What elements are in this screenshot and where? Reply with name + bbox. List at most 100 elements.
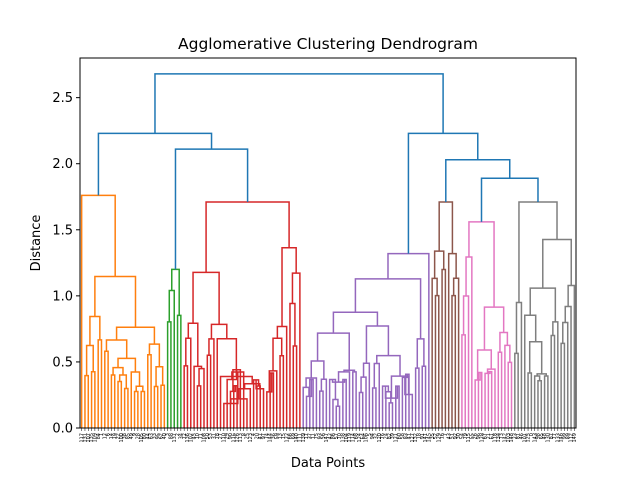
- leaf-label: 129: [436, 433, 442, 443]
- leaf-label: 73: [499, 433, 505, 439]
- dendrogram-link: [185, 337, 192, 428]
- leaf-label: 119: [347, 433, 353, 443]
- leaf-label: 122: [284, 433, 290, 443]
- dendrogram-link: [302, 386, 310, 428]
- leaf-label: 85: [126, 433, 132, 439]
- dendrogram-link: [543, 375, 549, 428]
- dendrogram-link: [219, 375, 253, 428]
- leaf-label: 33: [152, 433, 158, 439]
- leaf-label: 12: [102, 433, 108, 439]
- leaf-label: 57: [334, 433, 340, 439]
- leaf-label: 9: [132, 433, 138, 436]
- leaf-label: 61: [489, 433, 495, 439]
- leaf-label: 40: [162, 433, 168, 439]
- dendrogram-link: [154, 73, 444, 134]
- leaf-label: 76: [380, 433, 386, 439]
- leaf-label: 128: [479, 433, 485, 443]
- leaf-label: 28: [135, 433, 141, 439]
- leaf-label: 15: [281, 433, 287, 439]
- leaf-label: 121: [393, 433, 399, 443]
- leaf-label: 18: [417, 433, 423, 439]
- leaf-label: 81: [516, 433, 522, 439]
- leaf-label: 103: [506, 433, 512, 443]
- dendrogram-link: [337, 371, 351, 428]
- leaf-label: 32: [374, 433, 380, 439]
- leaf-label: 147: [324, 433, 330, 443]
- leaf-label: 7: [443, 433, 449, 436]
- leaf-label: 38: [122, 433, 128, 439]
- chart-title: Agglomerative Clustering Dendrogram: [178, 35, 478, 53]
- leaf-label: 126: [235, 433, 241, 443]
- leaf-label: 146: [559, 433, 565, 443]
- leaf-label: 79: [463, 433, 469, 439]
- x-axis-label: Data Points: [291, 456, 365, 471]
- leaf-label: 24: [383, 433, 389, 439]
- leaf-label: 86: [331, 433, 337, 439]
- dendrogram-link: [550, 334, 556, 428]
- dendrogram-link: [474, 372, 481, 428]
- leaf-label: 117: [79, 433, 85, 443]
- leaf-label: 58: [400, 433, 406, 439]
- leaf-label: 62: [159, 433, 165, 439]
- leaf-label: 36: [271, 433, 277, 439]
- leaf-label: 141: [423, 433, 429, 443]
- dendrogram-link: [160, 384, 166, 428]
- leaf-label: 26: [473, 433, 479, 439]
- dendrogram-link: [465, 256, 473, 428]
- leaf-label: 131: [83, 433, 89, 443]
- leaf-label: 16: [440, 433, 446, 439]
- dendrogram-link: [117, 380, 123, 428]
- leaf-label: 111: [297, 433, 303, 443]
- leaf-label: 10: [195, 433, 201, 439]
- leaf-label: 53: [208, 433, 214, 439]
- leaf-label: 21: [486, 433, 492, 439]
- leaf-label: 8: [241, 433, 247, 436]
- leaf-label: 101: [522, 433, 528, 443]
- dendrogram-link: [533, 375, 541, 428]
- leaf-label: 118: [493, 433, 499, 443]
- y-tick-label: 2.0: [52, 157, 73, 172]
- leaf-label: 41: [407, 433, 413, 439]
- leaf-label: 77: [552, 433, 558, 439]
- plot-frame: [79, 57, 577, 429]
- leaf-links: [80, 194, 576, 428]
- leaf-label: 54: [460, 433, 466, 439]
- dendrogram-link: [484, 371, 491, 428]
- leaf-label: 142: [503, 433, 509, 443]
- leaf-label: 143: [532, 433, 538, 443]
- leaf-label: 115: [466, 433, 472, 443]
- leaf-label: 1: [99, 433, 105, 436]
- dendrogram-link: [451, 294, 457, 428]
- leaf-label: 110: [221, 433, 227, 443]
- leaf-label: 6: [106, 433, 112, 436]
- leaf-label: 4: [251, 433, 257, 436]
- leaf-label: 90: [228, 433, 234, 439]
- leaf-label: 27: [218, 433, 224, 439]
- leaf-label: 44: [145, 433, 151, 439]
- leaf-label: 66: [288, 433, 294, 439]
- dendrogram-link: [537, 380, 543, 428]
- leaf-label: 136: [185, 433, 191, 443]
- leaf-label: 123: [248, 433, 254, 443]
- dendrogram-link: [528, 341, 543, 374]
- leaf-label: 137: [172, 433, 178, 443]
- leaf-label: 14: [109, 433, 115, 439]
- leaf-label: 78: [215, 433, 221, 439]
- leaf-label: 72: [182, 433, 188, 439]
- leaf-label: 96: [476, 433, 482, 439]
- leaf-label: 112: [569, 433, 575, 443]
- y-tick-label: 0.0: [52, 422, 73, 437]
- leaf-label: 55: [469, 433, 475, 439]
- leaf-label: 71: [198, 433, 204, 439]
- leaf-label: 108: [202, 433, 208, 443]
- dendrogram-link: [238, 388, 252, 428]
- leaf-label: 89: [565, 433, 571, 439]
- dendrogram-link: [223, 371, 239, 428]
- leaf-label: 125: [526, 433, 532, 443]
- dendrogram-link: [205, 201, 290, 273]
- leaf-label: 29: [225, 433, 231, 439]
- dendrogram-link: [216, 337, 238, 428]
- leaf-label: 46: [519, 433, 525, 439]
- leaf-label: 133: [555, 433, 561, 443]
